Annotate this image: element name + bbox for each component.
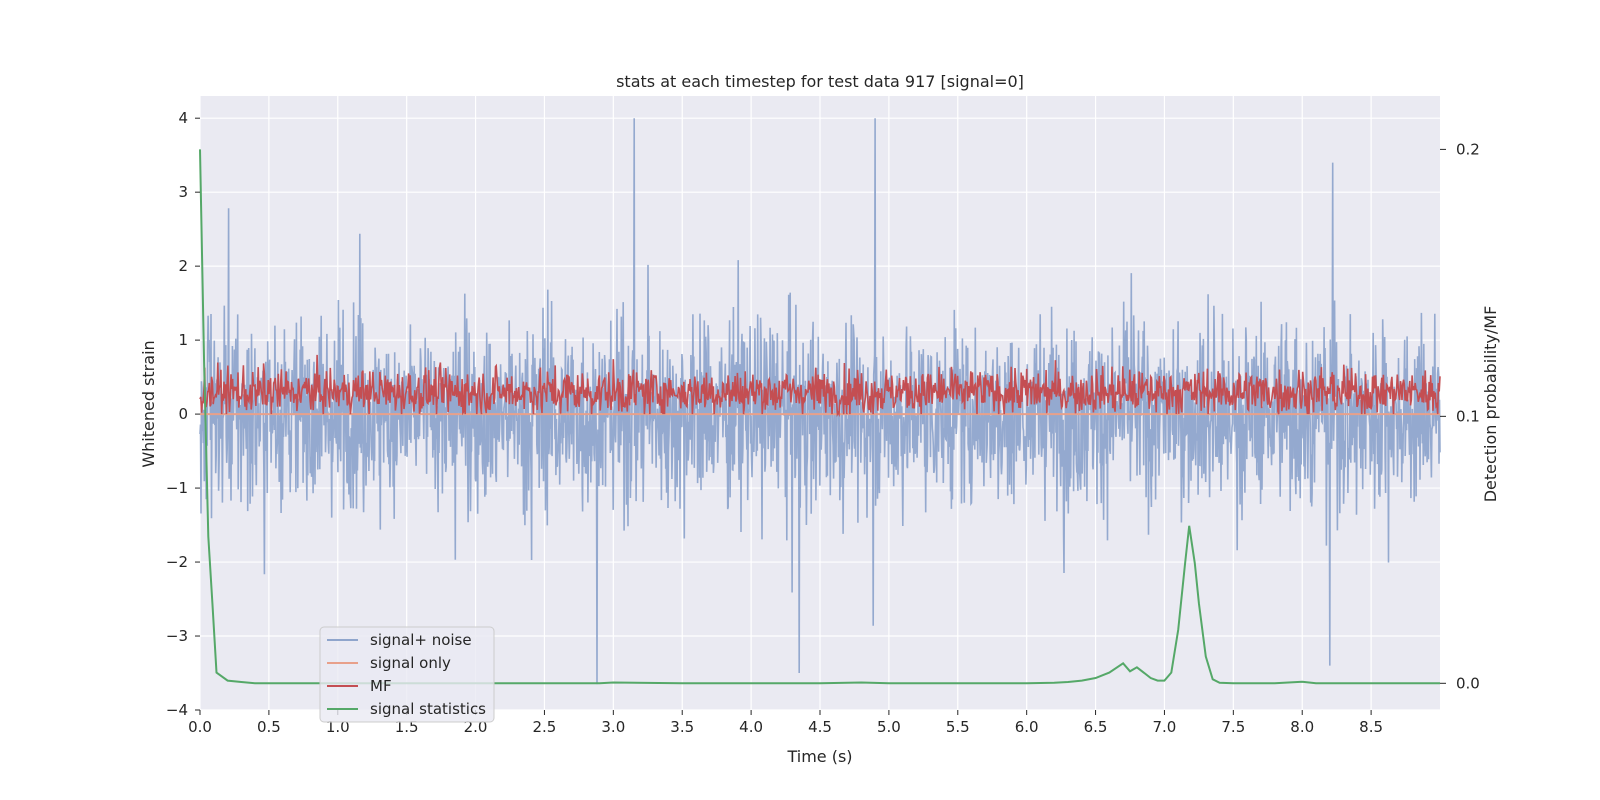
x-tick-label: 0.0 bbox=[188, 718, 212, 736]
y-tick-label-right: 0.0 bbox=[1456, 674, 1480, 692]
y-tick-label-right: 0.1 bbox=[1456, 407, 1480, 425]
x-axis-label: Time (s) bbox=[786, 747, 852, 766]
legend-label-stat: signal statistics bbox=[370, 700, 486, 718]
y-tick-label-left: −1 bbox=[166, 479, 188, 497]
y-tick-label-left: 2 bbox=[178, 257, 188, 275]
y-tick-label-left: −3 bbox=[166, 627, 188, 645]
series-layer bbox=[199, 118, 1441, 685]
y-tick-label-left: −4 bbox=[166, 701, 188, 719]
legend-label-mf: MF bbox=[370, 677, 392, 695]
chart-title: stats at each timestep for test data 917… bbox=[616, 72, 1024, 91]
x-tick-label: 3.0 bbox=[601, 718, 625, 736]
y-tick-label-left: −2 bbox=[166, 553, 188, 571]
y-tick-label-left: 4 bbox=[178, 109, 188, 127]
y-tick-label-left: 3 bbox=[178, 183, 188, 201]
y-axis-label-left: Whitened strain bbox=[139, 340, 158, 467]
y-tick-label-left: 0 bbox=[178, 405, 188, 423]
x-tick-label: 4.0 bbox=[739, 718, 763, 736]
y-tick-label-left: 1 bbox=[178, 331, 188, 349]
x-tick-label: 0.5 bbox=[257, 718, 281, 736]
x-tick-label: 6.0 bbox=[1015, 718, 1039, 736]
y-tick-label-right: 0.2 bbox=[1456, 140, 1480, 158]
x-tick-label: 2.5 bbox=[533, 718, 557, 736]
x-tick-label: 3.5 bbox=[670, 718, 694, 736]
series-signal-statistics-line bbox=[199, 149, 1440, 685]
legend-box bbox=[319, 626, 495, 723]
legend-label-signal-only: signal only bbox=[370, 654, 451, 672]
x-tick-label: 7.5 bbox=[1221, 718, 1245, 736]
x-tick-label: 6.5 bbox=[1084, 718, 1108, 736]
x-tick-label: 8.5 bbox=[1359, 718, 1383, 736]
legend: signal+ noise signal only MF signal stat… bbox=[319, 626, 495, 723]
x-tick-label: 5.5 bbox=[946, 718, 970, 736]
x-tick-label: 7.0 bbox=[1153, 718, 1177, 736]
y-axis-label-right: Detection probability/MF bbox=[1481, 306, 1500, 503]
x-tick-label: 5.0 bbox=[877, 718, 901, 736]
x-tick-label: 4.5 bbox=[808, 718, 832, 736]
series-mf-line bbox=[199, 354, 1441, 418]
legend-label-noise: signal+ noise bbox=[370, 631, 472, 649]
x-tick-label: 8.0 bbox=[1290, 718, 1314, 736]
